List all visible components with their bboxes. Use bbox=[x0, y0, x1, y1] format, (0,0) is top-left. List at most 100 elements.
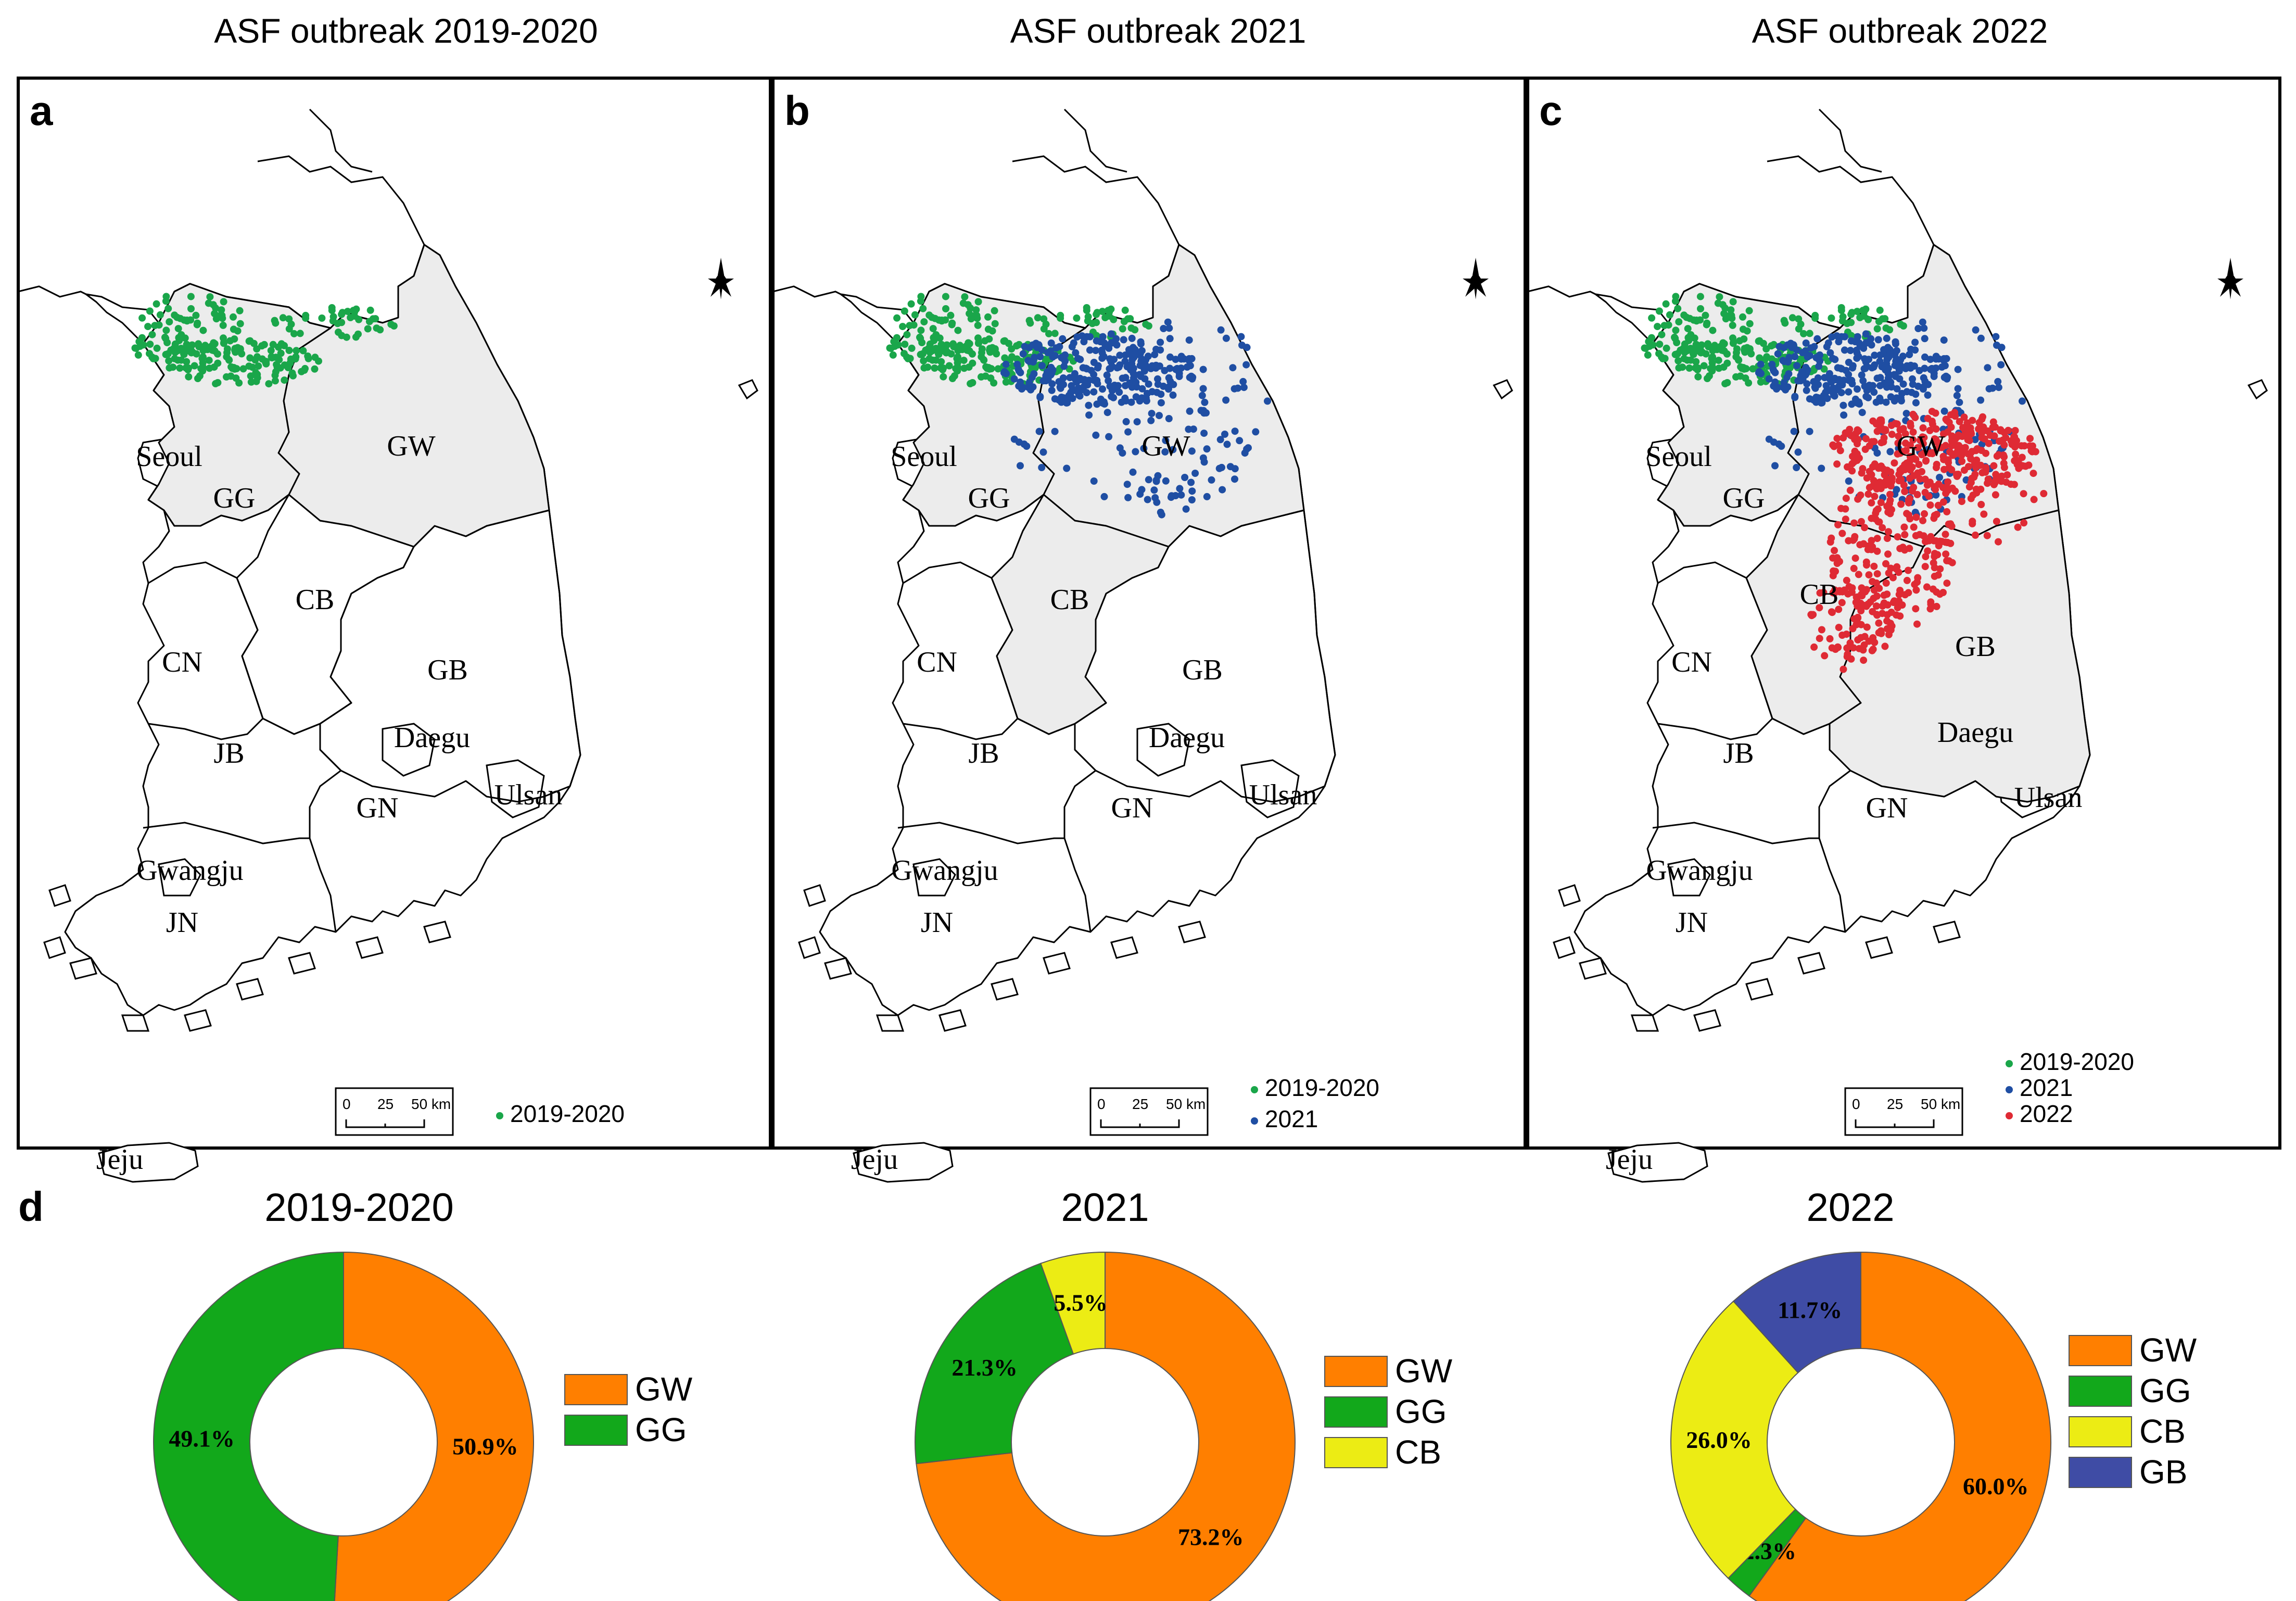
outbreak-dot bbox=[187, 305, 195, 312]
outbreak-dot bbox=[1883, 334, 1891, 342]
outbreak-dot bbox=[937, 341, 945, 348]
region-label-jn: JN bbox=[1676, 906, 1708, 939]
scale-tick-25: 25 bbox=[377, 1096, 394, 1112]
outbreak-dot bbox=[1893, 486, 1900, 494]
region-label-gg: GG bbox=[213, 482, 256, 514]
outbreak-dot bbox=[1939, 498, 1947, 506]
outbreak-dot bbox=[1934, 501, 1942, 509]
outbreak-dot bbox=[225, 356, 233, 364]
outbreak-dot bbox=[1162, 477, 1170, 485]
outbreak-dot bbox=[1921, 510, 1928, 518]
outbreak-dot bbox=[1854, 495, 1862, 503]
outbreak-dot bbox=[214, 350, 221, 358]
outbreak-dot bbox=[352, 333, 360, 341]
outbreak-dot bbox=[1127, 324, 1135, 332]
outbreak-dot bbox=[1152, 477, 1160, 485]
legend-a: 2019-2020 bbox=[496, 1100, 625, 1127]
outbreak-dot bbox=[1932, 425, 1940, 433]
outbreak-dot bbox=[1794, 377, 1802, 385]
outbreak-dot bbox=[1904, 566, 1912, 574]
outbreak-dot bbox=[1943, 508, 1951, 515]
outbreak-dot bbox=[134, 351, 142, 359]
outbreak-dot bbox=[1072, 349, 1080, 357]
outbreak-dot bbox=[1129, 344, 1137, 351]
outbreak-dot bbox=[311, 365, 319, 373]
outbreak-dot bbox=[890, 338, 898, 346]
outbreak-dot bbox=[903, 331, 911, 338]
outbreak-dot bbox=[2020, 519, 2028, 527]
outbreak-dot bbox=[1894, 439, 1902, 447]
region-label-cn: CN bbox=[917, 646, 957, 678]
outbreak-dot bbox=[1838, 599, 1846, 607]
outbreak-dot bbox=[1920, 324, 1928, 332]
outbreak-dot bbox=[1973, 489, 1981, 497]
donut-value-label: 5.5% bbox=[1054, 1290, 1108, 1316]
outbreak-dot bbox=[1857, 518, 1865, 525]
outbreak-dot bbox=[1843, 576, 1850, 584]
outbreak-dot bbox=[188, 341, 196, 349]
outbreak-dot bbox=[1132, 350, 1139, 358]
outbreak-dot bbox=[366, 306, 374, 314]
outbreak-dot bbox=[1780, 358, 1788, 365]
outbreak-dot bbox=[1123, 481, 1131, 488]
outbreak-dot bbox=[1834, 521, 1842, 528]
region-label-gb: GB bbox=[427, 654, 468, 686]
outbreak-dot bbox=[1093, 310, 1100, 318]
outbreak-dot bbox=[1893, 420, 1901, 428]
outbreak-dot bbox=[1162, 437, 1170, 445]
outbreak-dot bbox=[1928, 408, 1936, 415]
outbreak-dot bbox=[1684, 325, 1692, 333]
outbreak-dot bbox=[164, 305, 172, 312]
outbreak-dot bbox=[1658, 331, 1666, 338]
outbreak-dot bbox=[2014, 523, 2022, 531]
outbreak-dot bbox=[1877, 499, 1885, 507]
outbreak-dot bbox=[1222, 396, 1230, 404]
outbreak-dot bbox=[199, 363, 207, 371]
outbreak-dot bbox=[1200, 430, 1208, 437]
outbreak-dot bbox=[1971, 436, 1979, 444]
outbreak-dot bbox=[1122, 374, 1130, 382]
outbreak-dot bbox=[1835, 442, 1843, 449]
outbreak-dot bbox=[1073, 378, 1081, 386]
outbreak-dot bbox=[1860, 641, 1868, 649]
outbreak-dot bbox=[1858, 590, 1866, 598]
outbreak-dot bbox=[1900, 481, 1908, 489]
outbreak-dot bbox=[328, 307, 336, 314]
outbreak-dot bbox=[1803, 380, 1811, 388]
donut-slice-gw bbox=[916, 1251, 1296, 1601]
outbreak-dot bbox=[1936, 474, 1944, 481]
outbreak-dot bbox=[1899, 352, 1907, 360]
outbreak-dot bbox=[899, 323, 907, 331]
outbreak-dot bbox=[1056, 383, 1064, 391]
outbreak-dot bbox=[1958, 458, 1966, 465]
outbreak-dot bbox=[1838, 317, 1846, 325]
outbreak-dot bbox=[1735, 356, 1743, 364]
outbreak-dot bbox=[1714, 299, 1722, 307]
outbreak-dot bbox=[290, 330, 298, 337]
outbreak-dot bbox=[1729, 321, 1736, 329]
outbreak-dot bbox=[1165, 324, 1173, 332]
outbreak-dot bbox=[1926, 478, 1934, 486]
outbreak-dot bbox=[1829, 441, 1837, 449]
outbreak-dot bbox=[1865, 571, 1873, 579]
outbreak-dot bbox=[1835, 624, 1843, 632]
outbreak-dot bbox=[1882, 560, 1889, 568]
outbreak-dot bbox=[991, 307, 998, 314]
outbreak-dot bbox=[301, 364, 309, 372]
outbreak-dot bbox=[1895, 477, 1903, 485]
outbreak-dot bbox=[1165, 415, 1173, 422]
outbreak-dot bbox=[1654, 323, 1661, 331]
outbreak-dot bbox=[1883, 625, 1891, 633]
outbreak-dot bbox=[1200, 458, 1208, 466]
outbreak-dot bbox=[929, 325, 937, 333]
outbreak-dot bbox=[1883, 502, 1891, 510]
outbreak-dot bbox=[1881, 315, 1889, 323]
donut-legend-swatch bbox=[2069, 1335, 2132, 1366]
outbreak-dot bbox=[1989, 384, 1997, 392]
outbreak-dot bbox=[1051, 330, 1059, 337]
outbreak-dot bbox=[1236, 437, 1244, 445]
outbreak-dot bbox=[1860, 657, 1868, 664]
outbreak-dot bbox=[1081, 377, 1088, 384]
outbreak-dot bbox=[1856, 314, 1864, 321]
donut-slice-gw bbox=[1748, 1251, 2051, 1601]
